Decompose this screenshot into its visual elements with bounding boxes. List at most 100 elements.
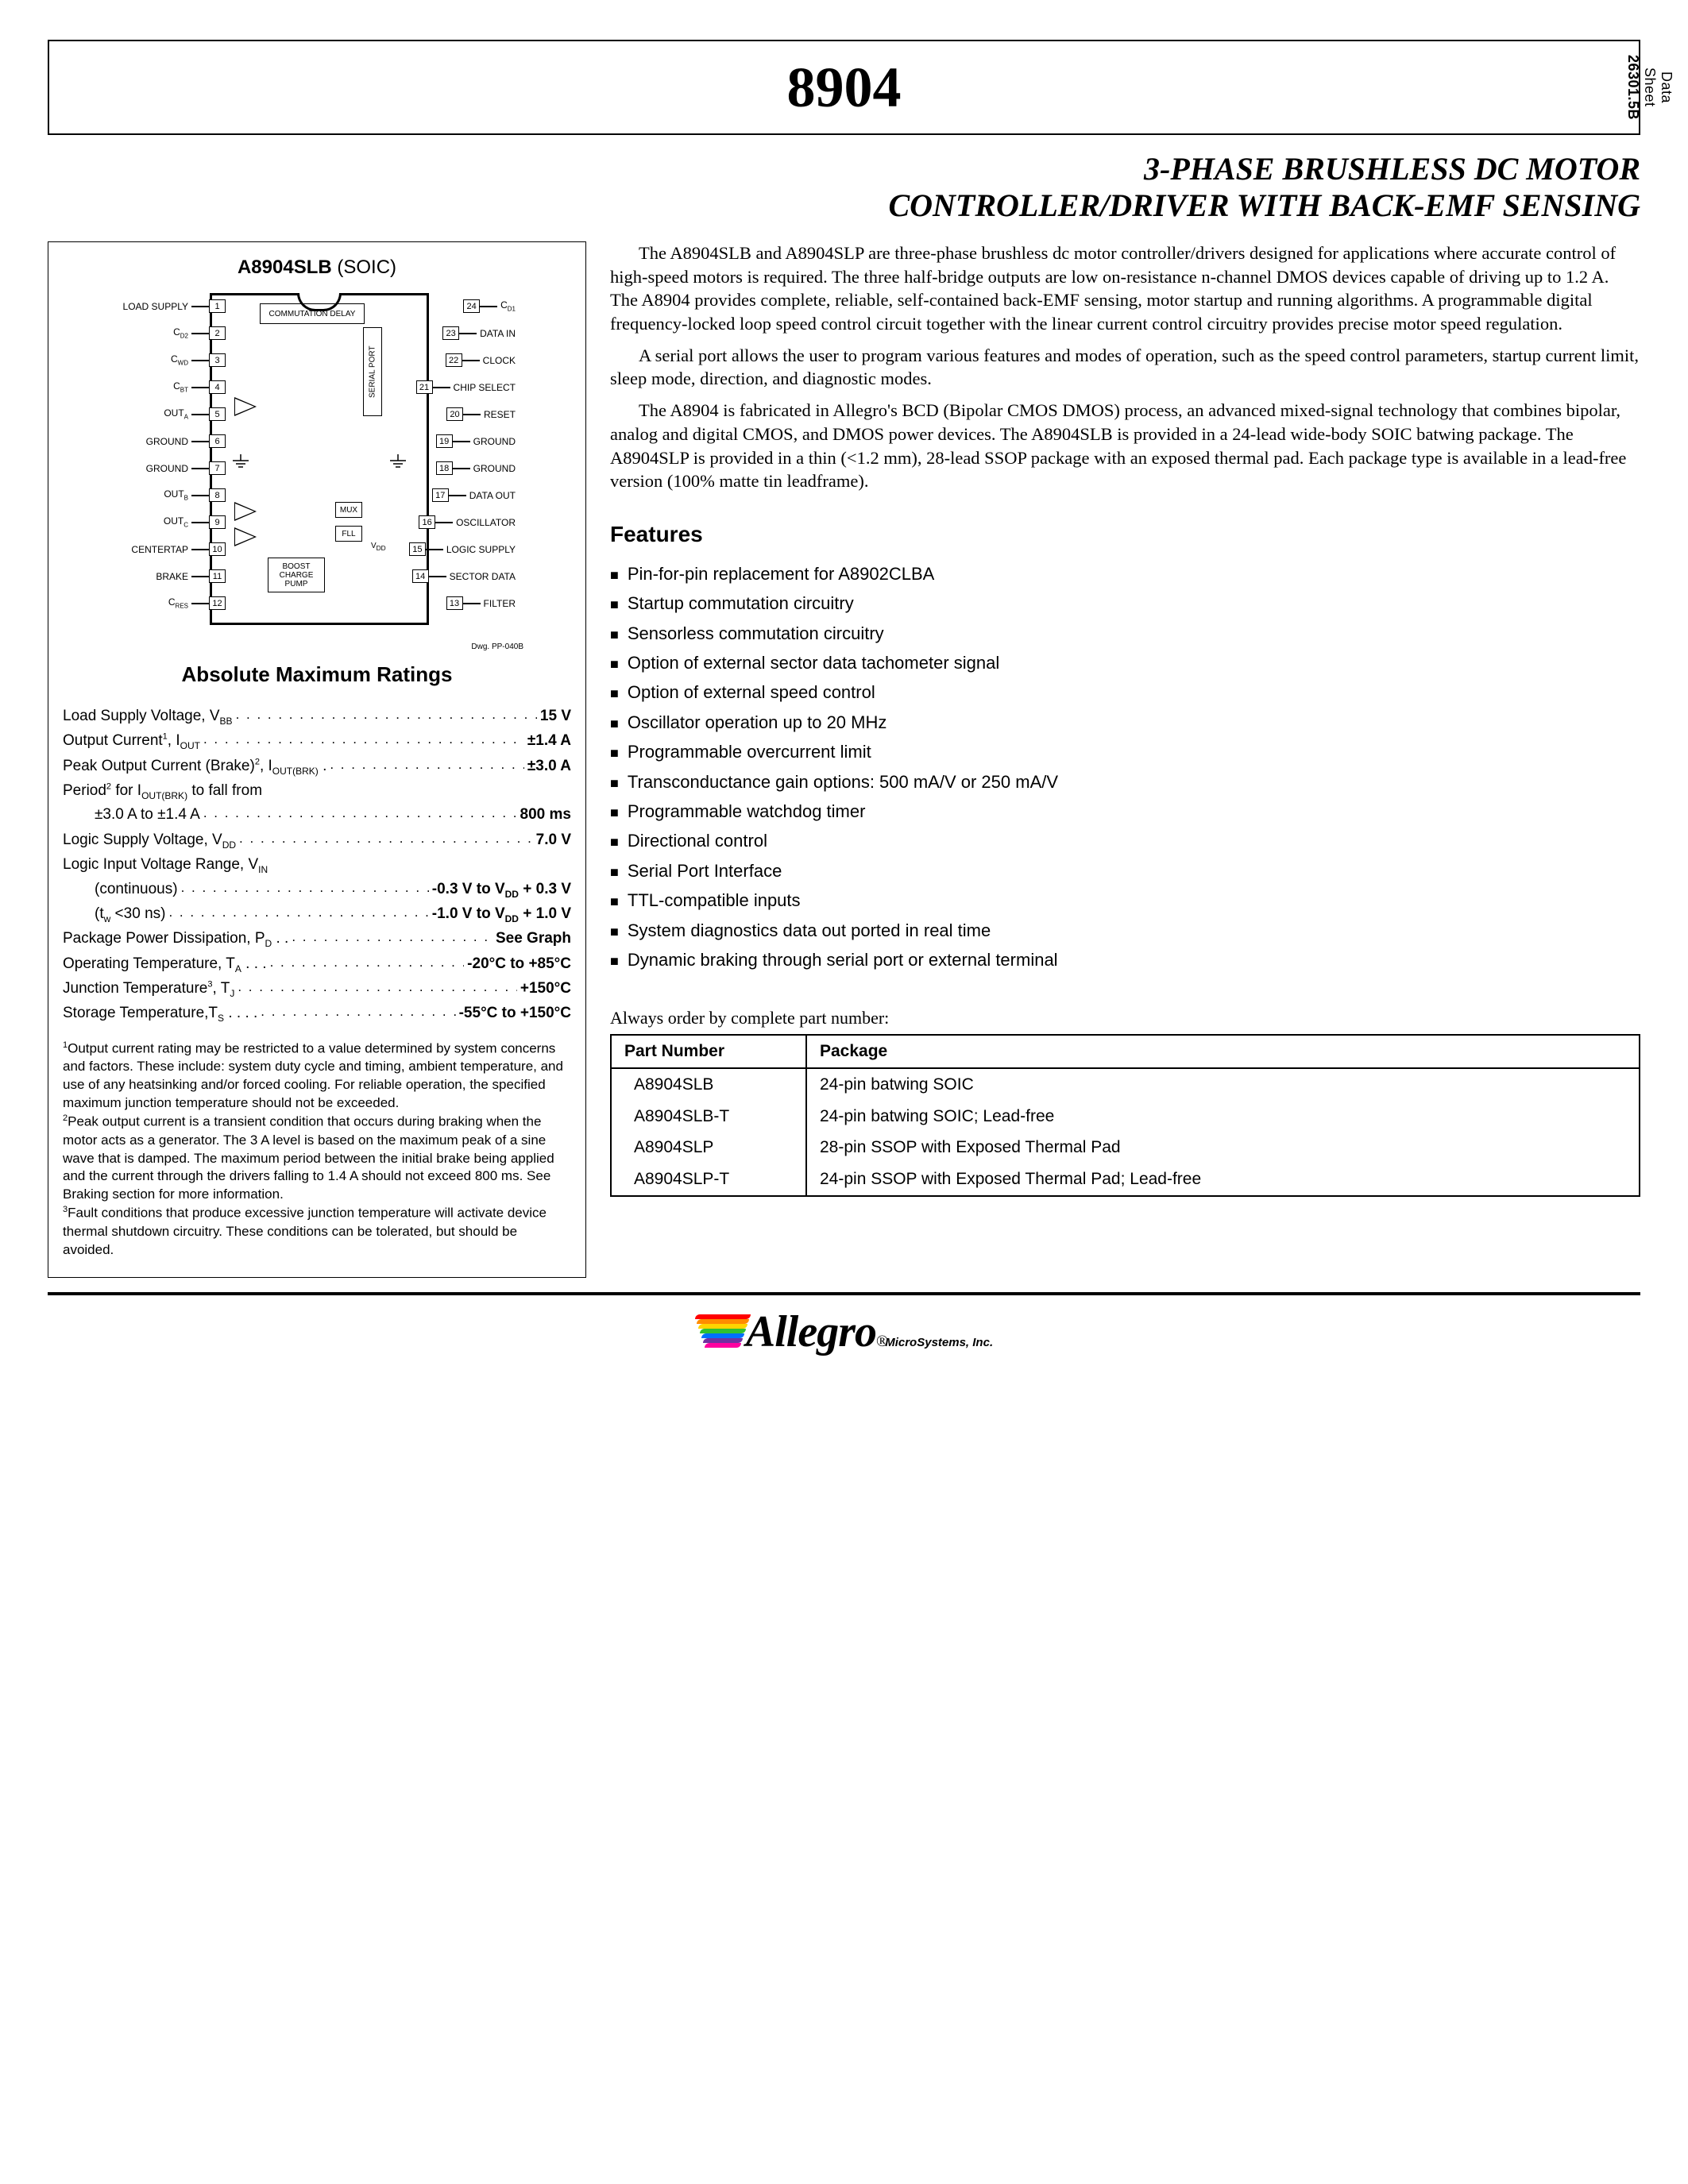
feature-item: Directional control — [610, 826, 1640, 855]
pin-19: GROUND19 — [408, 434, 516, 448]
subtitle-1: 3-PHASE BRUSHLESS DC MOTOR — [1144, 151, 1640, 187]
logo-word: Allegro — [746, 1306, 876, 1357]
rating-row: Logic Supply Voltage, VDD7.0 V — [63, 828, 571, 853]
package-suffix: (SOIC) — [332, 257, 396, 278]
page-title: 3-PHASE BRUSHLESS DC MOTOR CONTROLLER/DR… — [48, 151, 1640, 224]
feature-item: Dynamic braking through serial port or e… — [610, 945, 1640, 974]
feature-item: Option of external sector data tachomete… — [610, 648, 1640, 677]
logo: Allegro® MicroSystems, Inc. — [695, 1306, 993, 1357]
feature-item: Programmable overcurrent limit — [610, 737, 1640, 766]
pin-7: GROUND7 — [118, 461, 226, 475]
pin-9: OUTC9 — [118, 515, 226, 529]
cell-package: 28-pin SSOP with Exposed Thermal Pad — [806, 1132, 1640, 1163]
rating-row: (tw <30 ns)-1.0 V to VDD + 1.0 V — [63, 902, 571, 927]
rating-row: Junction Temperature3, TJ+150°C — [63, 977, 571, 1001]
abs-max-title: Absolute Maximum Ratings — [63, 662, 571, 687]
vdd-label: VDD — [371, 542, 386, 552]
pin-6: GROUND6 — [118, 434, 226, 448]
footer: Allegro® MicroSystems, Inc. — [48, 1292, 1640, 1357]
cell-package: 24-pin batwing SOIC; Lead-free — [806, 1101, 1640, 1133]
right-column: The A8904SLB and A8904SLP are three-phas… — [610, 241, 1640, 1197]
pin-5: OUTA5 — [118, 407, 226, 421]
table-row: A8904SLP28-pin SSOP with Exposed Thermal… — [611, 1132, 1640, 1163]
footnotes: 1Output current rating may be restricted… — [63, 1040, 571, 1260]
table-row: A8904SLB-T24-pin batwing SOIC; Lead-free — [611, 1101, 1640, 1133]
pin-16: OSCILLATOR16 — [408, 515, 516, 529]
part-number: 8904 — [49, 59, 1639, 116]
feature-item: Serial Port Interface — [610, 856, 1640, 886]
package-title: A8904SLB (SOIC) — [63, 257, 571, 279]
th-part: Part Number — [611, 1035, 806, 1068]
pin-8: OUTB8 — [118, 488, 226, 502]
block-serial-port: SERIAL PORT — [363, 327, 382, 416]
header-box: 8904 Data Sheet 26301.5B — [48, 40, 1640, 135]
body-paragraph: The A8904SLB and A8904SLP are three-phas… — [610, 241, 1640, 336]
cell-part: A8904SLP — [611, 1132, 806, 1163]
rating-row: Peak Output Current (Brake)2, IOUT(BRK) … — [63, 754, 571, 779]
rating-row: (continuous)-0.3 V to VDD + 0.3 V — [63, 878, 571, 902]
pin-21: CHIP SELECT21 — [408, 380, 516, 394]
ratings-list: Load Supply Voltage, VBB15 VOutput Curre… — [63, 704, 571, 1027]
pin-2: CD22 — [118, 326, 226, 340]
side-label-1: Data Sheet — [1642, 68, 1674, 107]
cell-package: 24-pin SSOP with Exposed Thermal Pad; Le… — [806, 1163, 1640, 1196]
block-mux: MUX — [335, 502, 362, 518]
pin-12: CRES12 — [118, 596, 226, 610]
package-part: A8904SLB — [238, 257, 332, 278]
logo-sub: MicroSystems, Inc. — [885, 1336, 993, 1349]
side-label-2: 26301.5B — [1625, 55, 1641, 120]
footnote: 3Fault conditions that produce excessive… — [63, 1204, 571, 1259]
footnote: 2Peak output current is a transient cond… — [63, 1113, 571, 1204]
cell-part: A8904SLP-T — [611, 1163, 806, 1196]
rating-row: Output Current1, IOUT±1.4 A — [63, 729, 571, 754]
rating-row: Load Supply Voltage, VBB15 V — [63, 704, 571, 729]
feature-item: Sensorless commutation circuitry — [610, 619, 1640, 648]
side-label: Data Sheet 26301.5B — [1624, 55, 1674, 120]
block-boost: BOOST CHARGE PUMP — [268, 558, 325, 592]
feature-item: Oscillator operation up to 20 MHz — [610, 708, 1640, 737]
pin-18: GROUND18 — [408, 461, 516, 475]
rating-row: Logic Input Voltage Range, VIN — [63, 853, 571, 877]
feature-item: Transconductance gain options: 500 mA/V … — [610, 767, 1640, 797]
pin-13: FILTER13 — [408, 596, 516, 610]
subtitle-2: CONTROLLER/DRIVER WITH BACK-EMF SENSING — [888, 187, 1640, 223]
pin-3: CWD3 — [118, 353, 226, 367]
rating-row: Package Power Dissipation, PD . .See Gra… — [63, 927, 571, 951]
rating-row: Operating Temperature, TA . . .-20°C to … — [63, 952, 571, 977]
feature-item: System diagnostics data out ported in re… — [610, 916, 1640, 945]
pin-22: CLOCK22 — [408, 353, 516, 367]
feature-item: Pin-for-pin replacement for A8902CLBA — [610, 559, 1640, 588]
pin-23: DATA IN23 — [408, 326, 516, 340]
chip-diagram: COMMUTATION DELAY SERIAL PORT MUX FLL BO… — [63, 287, 571, 651]
left-column: A8904SLB (SOIC) COMMUTATION DELAY SERIAL… — [48, 241, 586, 1278]
rating-row: ±3.0 A to ±1.4 A800 ms — [63, 803, 571, 828]
feature-item: Option of external speed control — [610, 677, 1640, 707]
block-fll: FLL — [335, 526, 362, 542]
cell-package: 24-pin batwing SOIC — [806, 1068, 1640, 1101]
block-commutation: COMMUTATION DELAY — [260, 303, 365, 324]
table-row: A8904SLB24-pin batwing SOIC — [611, 1068, 1640, 1101]
table-row: A8904SLP-T24-pin SSOP with Exposed Therm… — [611, 1163, 1640, 1196]
cell-part: A8904SLB — [611, 1068, 806, 1101]
pin-20: RESET20 — [408, 407, 516, 421]
feature-item: Startup commutation circuitry — [610, 588, 1640, 618]
th-pkg: Package — [806, 1035, 1640, 1068]
body-paragraph: The A8904 is fabricated in Allegro's BCD… — [610, 399, 1640, 493]
part-table: Part Number Package A8904SLB24-pin batwi… — [610, 1034, 1640, 1197]
footnote: 1Output current rating may be restricted… — [63, 1040, 571, 1113]
order-note: Always order by complete part number: — [610, 1006, 1640, 1029]
logo-stripes-icon — [695, 1314, 751, 1352]
features-list: Pin-for-pin replacement for A8902CLBASta… — [610, 559, 1640, 974]
pin-4: CBT4 — [118, 380, 226, 394]
pin-1: LOAD SUPPLY1 — [118, 299, 226, 313]
cell-part: A8904SLB-T — [611, 1101, 806, 1133]
pin-10: CENTERTAP10 — [118, 542, 226, 556]
body-text: The A8904SLB and A8904SLP are three-phas… — [610, 241, 1640, 493]
body-paragraph: A serial port allows the user to program… — [610, 344, 1640, 391]
pin-15: LOGIC SUPPLY15 — [408, 542, 516, 556]
feature-item: Programmable watchdog timer — [610, 797, 1640, 826]
content-columns: A8904SLB (SOIC) COMMUTATION DELAY SERIAL… — [48, 241, 1640, 1278]
pin-24: CD124 — [408, 299, 516, 313]
feature-item: TTL-compatible inputs — [610, 886, 1640, 915]
rating-row: Period2 for IOUT(BRK) to fall from — [63, 779, 571, 803]
